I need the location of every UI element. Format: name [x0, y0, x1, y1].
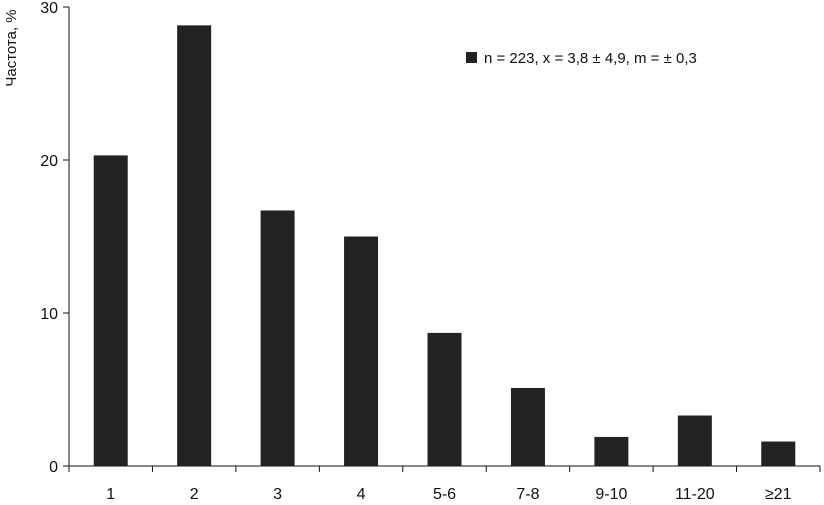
bar-1 — [93, 155, 128, 466]
x-tick-label: 1 — [106, 486, 115, 503]
y-tick-label: 10 — [40, 306, 58, 323]
x-tick-label: 11-20 — [675, 486, 715, 503]
bar-8 — [677, 415, 712, 466]
legend-label: n = 223, x = 3,8 ± 4,9, m = ± 0,3 — [484, 50, 697, 67]
x-tick-label: 9-10 — [595, 486, 627, 503]
x-tick-label: ≥21 — [765, 486, 792, 503]
bars — [93, 25, 796, 467]
y-tick-label: 20 — [40, 153, 58, 170]
y-tick-label: 30 — [40, 0, 58, 17]
x-tick-label: 5-6 — [433, 486, 456, 503]
y-axis: 0 10 20 30 — [40, 0, 70, 476]
bar-2 — [177, 25, 212, 467]
x-tick-label: 4 — [357, 486, 366, 503]
y-axis-title: Частота, % — [3, 9, 20, 86]
bar-7 — [594, 436, 629, 466]
x-tick-label: 7-8 — [516, 486, 539, 503]
bar-4 — [344, 236, 379, 466]
legend-swatch — [466, 52, 477, 63]
x-tick-label: 3 — [273, 486, 282, 503]
bar-5 — [427, 332, 462, 466]
y-tick-label: 0 — [49, 459, 58, 476]
x-axis: 1 2 3 4 5-6 7-8 9-10 11-20 ≥21 — [68, 465, 821, 503]
bar-9 — [761, 441, 796, 466]
legend: n = 223, x = 3,8 ± 4,9, m = ± 0,3 — [466, 50, 697, 67]
bar-3 — [260, 210, 295, 466]
x-tick-label: 2 — [190, 486, 199, 503]
bar-6 — [510, 387, 545, 466]
